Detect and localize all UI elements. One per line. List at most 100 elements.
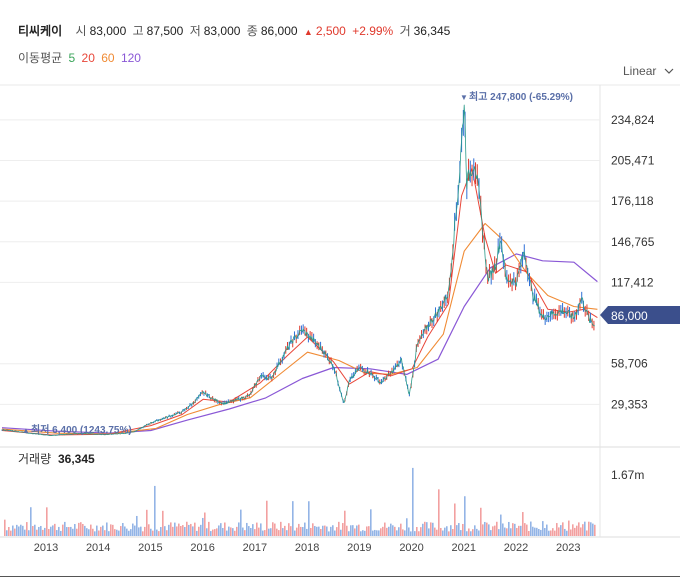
volume-bar [514, 523, 516, 536]
volume-bar [212, 529, 214, 536]
high-label: 고 [132, 24, 144, 38]
volume-bar [302, 527, 304, 536]
volume-bar [282, 528, 284, 536]
volume-bar [394, 526, 396, 536]
volume-bar [108, 531, 110, 536]
volume-bar [436, 529, 438, 536]
min-marker-arrow: ▲ [22, 426, 30, 435]
volume-bar [146, 509, 148, 536]
volume-bar [304, 522, 306, 536]
volume-bar [214, 529, 216, 536]
volume-bar [308, 501, 310, 536]
volume-bar [582, 524, 584, 536]
volume-bar [478, 530, 480, 536]
volume-bar [188, 524, 190, 536]
ma5-legend[interactable]: 5 [68, 51, 76, 65]
volume-bar [512, 523, 514, 536]
volume-bar [444, 527, 446, 536]
volume-bar [92, 528, 94, 536]
volume-bar [584, 521, 586, 536]
volume-bar [144, 526, 146, 536]
volume-bar [26, 522, 28, 536]
volume-bar [198, 526, 200, 536]
volume-bar [498, 529, 500, 536]
volume-bar [528, 530, 530, 536]
volume-bar [186, 521, 188, 536]
volume-bar [594, 524, 596, 536]
volume-bar [248, 526, 250, 536]
volume-bar [396, 530, 398, 536]
volume-bar [472, 529, 474, 536]
volume-bar [250, 527, 252, 536]
volume-bar [332, 525, 334, 536]
volume-bar [12, 525, 14, 536]
year-tick-label: 2017 [243, 542, 267, 554]
moving-average-label: 이동평균 [18, 51, 63, 65]
volume-bar [80, 522, 82, 536]
volume-bar [54, 523, 56, 536]
ma20-legend[interactable]: 20 [81, 51, 95, 65]
volume-bar [234, 530, 236, 536]
volume-bar [114, 529, 116, 536]
current-price-label: 86,000 [611, 309, 648, 323]
volume-bar [532, 526, 534, 536]
volume-bar [388, 526, 390, 536]
volume-bar [486, 522, 488, 536]
volume-bar [548, 530, 550, 536]
volume-bar [386, 527, 388, 536]
volume-bar [68, 527, 70, 536]
volume-bar [378, 530, 380, 536]
volume-bar [98, 530, 100, 536]
volume-bar [200, 524, 202, 536]
volume-bar [236, 526, 238, 536]
volume-pane-value: 36,345 [58, 452, 95, 466]
ma60-legend[interactable]: 60 [101, 51, 115, 65]
volume-bar [62, 524, 64, 536]
volume-bar [246, 522, 248, 536]
volume-bar [222, 527, 224, 536]
volume-bar [382, 526, 384, 536]
ma20-line [1, 167, 598, 436]
volume-bar [44, 527, 46, 536]
volume-bar [540, 529, 542, 536]
volume-bar [36, 529, 38, 536]
volume-bar [306, 528, 308, 536]
price-tick-label: 58,706 [611, 357, 648, 371]
ma120-legend[interactable]: 120 [120, 51, 141, 65]
volume-bar [142, 531, 144, 536]
volume-bar [590, 522, 592, 536]
volume-bar [190, 523, 192, 536]
volume-bar [74, 524, 76, 536]
volume-bar [116, 529, 118, 536]
volume-bar [366, 526, 368, 536]
volume-bar [568, 520, 570, 536]
volume-bar [154, 485, 156, 536]
volume-bar [40, 525, 42, 536]
volume-bar [414, 531, 416, 536]
volume-bar [314, 526, 316, 536]
volume-bar [260, 523, 262, 536]
year-tick-label: 2016 [190, 542, 214, 554]
bottom-divider [0, 576, 680, 577]
volume-bar [32, 526, 34, 536]
volume-bar [34, 524, 36, 536]
volume-bar [64, 521, 66, 536]
volume-bar [476, 528, 478, 536]
volume-bar [224, 522, 226, 536]
scale-dropdown[interactable]: Linear [623, 64, 674, 78]
volume-bar [206, 528, 208, 536]
volume-bar [468, 528, 470, 536]
volume-bar [78, 522, 80, 536]
volume-bar [76, 528, 78, 536]
volume-bar [418, 531, 420, 536]
volume-bar [334, 530, 336, 536]
volume-bar [202, 517, 204, 536]
volume-bar [230, 527, 232, 536]
volume-bar [182, 525, 184, 536]
max-marker-text: 최고 247,800 (-65.29%) [469, 90, 573, 103]
volume-bar [72, 528, 74, 536]
volume-bar [296, 527, 298, 536]
volume-bar [588, 521, 590, 536]
volume-bar [312, 523, 314, 536]
